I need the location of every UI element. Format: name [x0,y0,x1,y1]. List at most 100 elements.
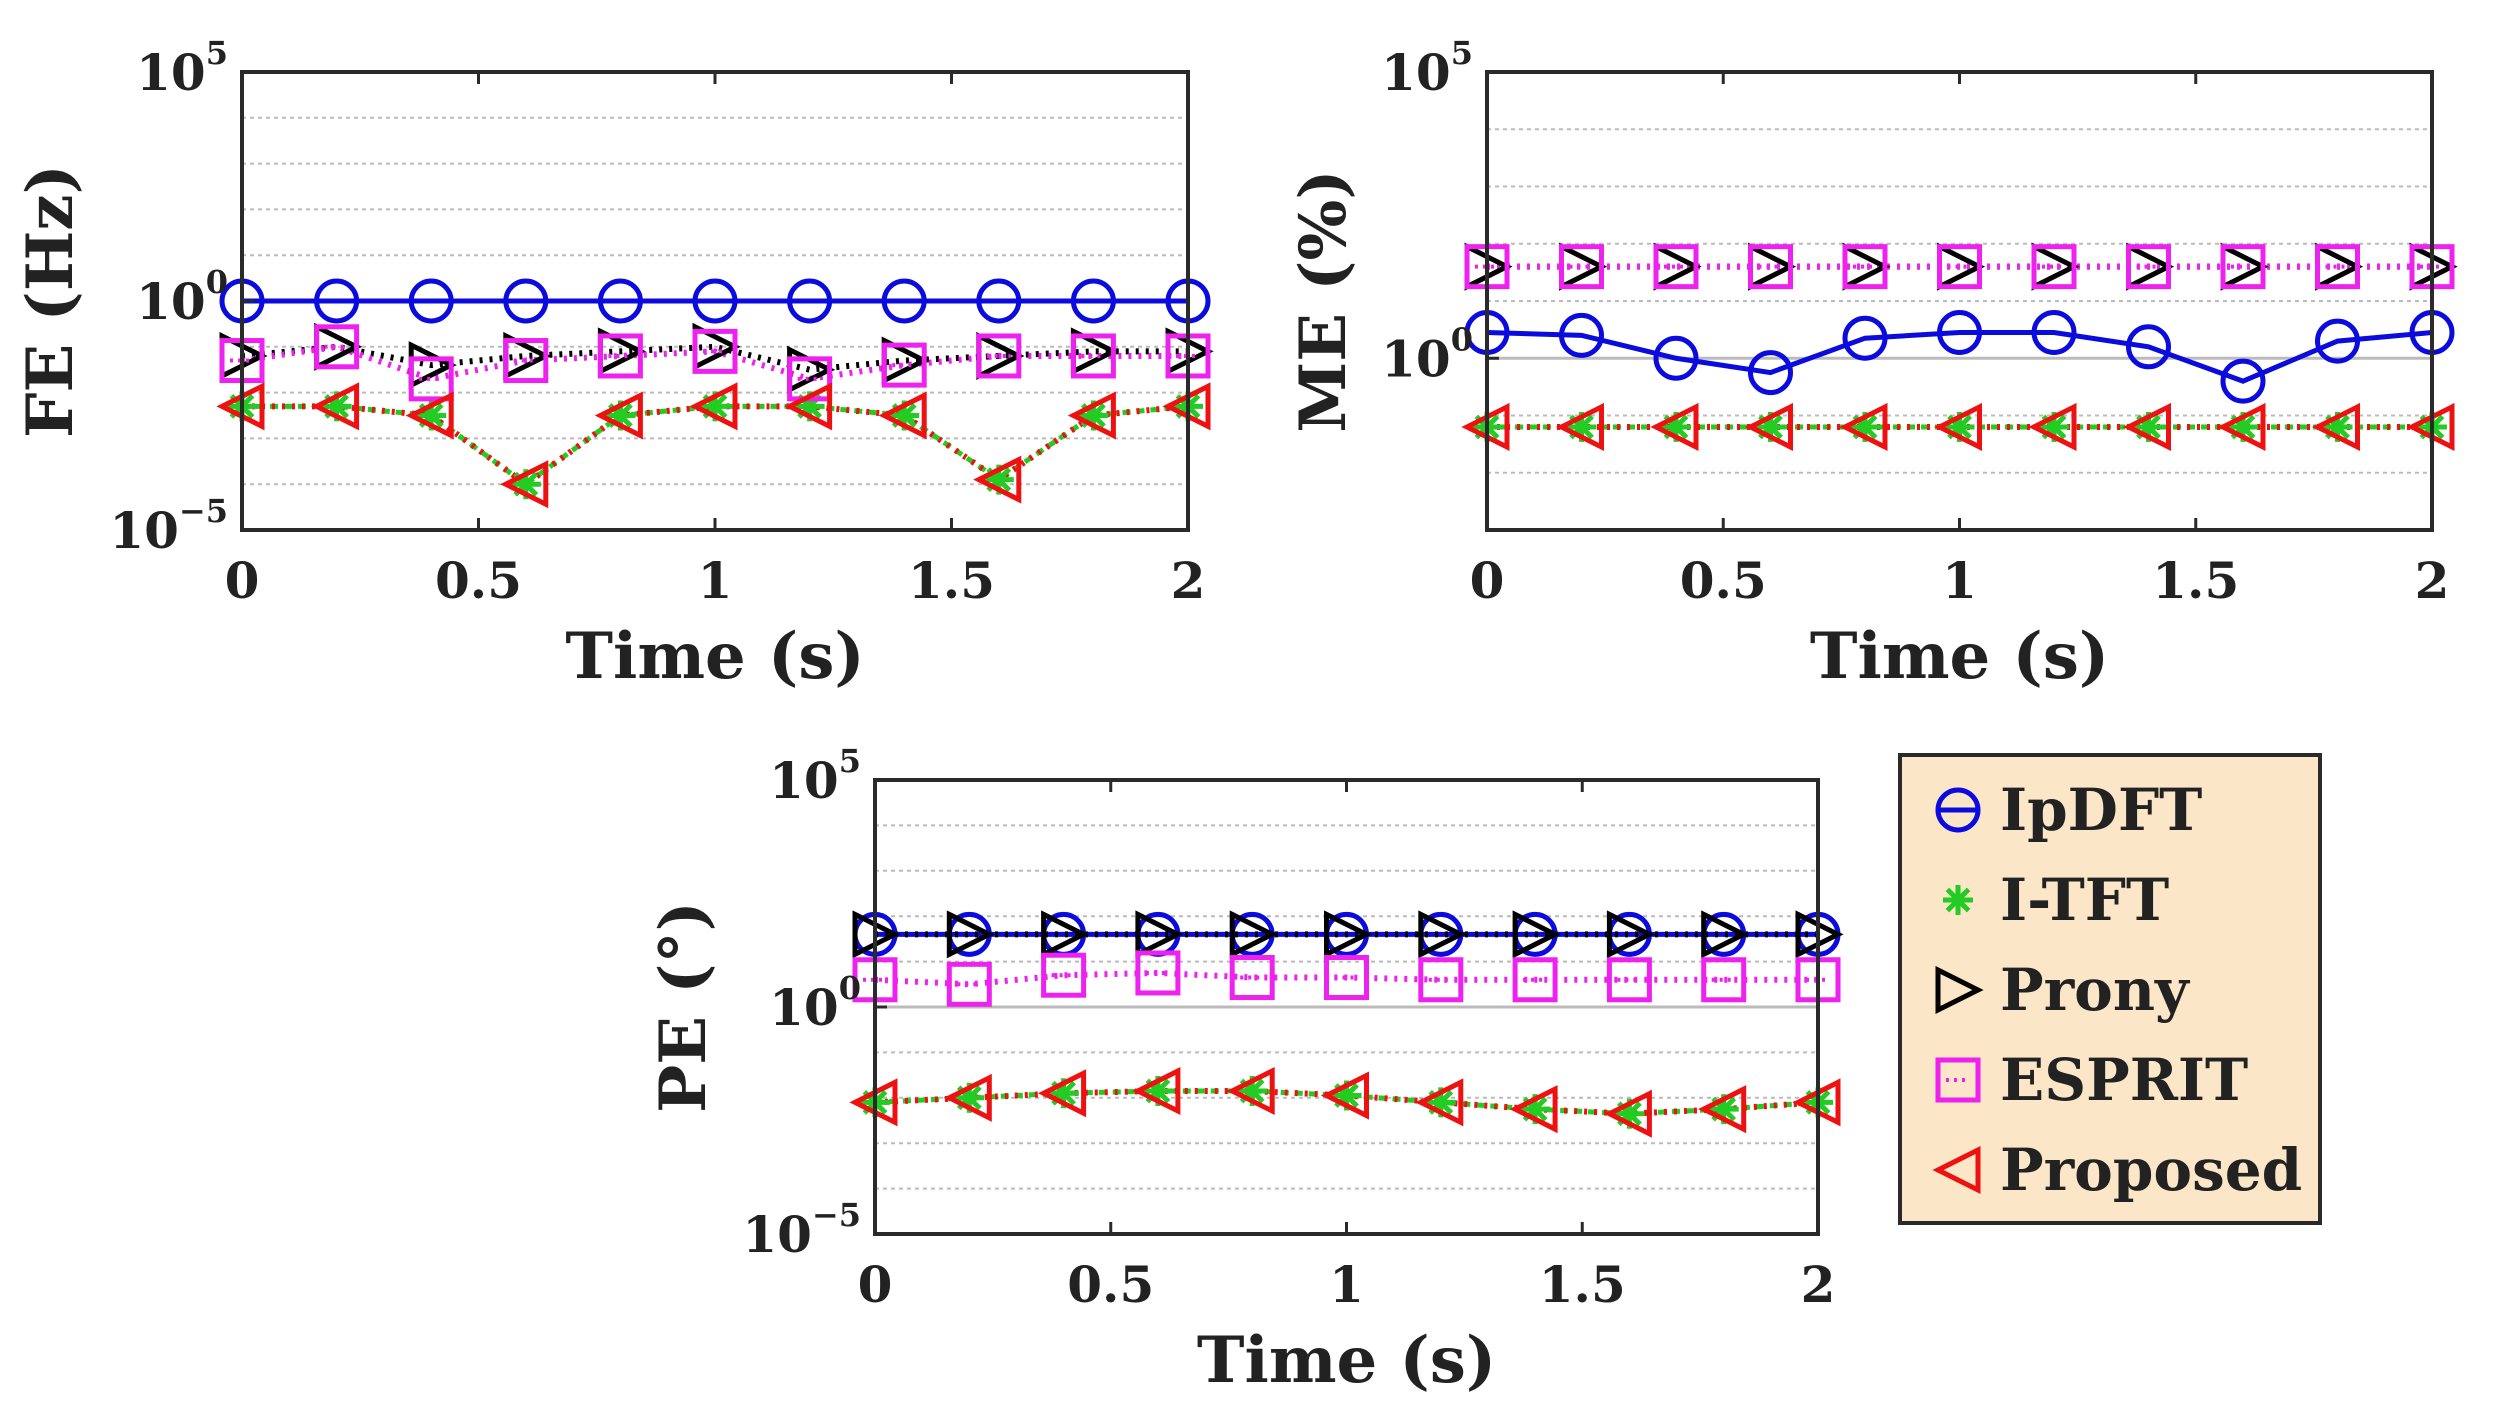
pe-xtick-label: 0.5 [1067,1255,1154,1314]
legend-label-itft: I-TFT [2000,866,2169,934]
me-point-esprit [1842,244,1888,290]
legend-markers [1932,787,1984,1195]
pe-series [849,910,1844,1138]
pe-point-prony [1418,910,1467,959]
legend: IpDFT I-TFT Prony ESPRIT Proposed [1898,753,2322,1225]
pe-point-proposed [1132,1066,1181,1116]
me-ytick-label: 100 [1381,320,1473,388]
me-point-esprit [2031,244,2077,290]
fe-point-esprit [408,356,454,402]
me-xtick-label: 1.5 [2152,551,2239,610]
me-xtick-label: 1 [1942,551,1977,610]
legend-marker-prony [1935,965,1984,1015]
pe-point-prony [1606,910,1655,959]
pe-point-esprit [1418,957,1464,1003]
pe-line-itft [874,1088,1819,1117]
me-point-ipdft [2031,309,2077,355]
pe-xtick-label: 2 [1801,1255,1836,1314]
me-point-proposed [2217,402,2266,451]
legend-box [1898,753,2322,1225]
me-point-esprit [1937,244,1982,290]
pe-ytick-label: 100 [769,969,861,1037]
fe-point-ipdft [503,278,549,324]
fe-point-proposed [973,455,1022,504]
pe-point-esprit [1701,957,1747,1003]
pe-point-esprit [1041,952,1087,998]
me-ytick-label: 105 [1381,34,1473,102]
me-point-esprit [2126,244,2171,290]
legend-label-ipdft: IpDFT [2000,776,2202,844]
me-point-esprit [2220,244,2266,290]
pe-line-esprit [874,969,1818,988]
me-point-ipdft [1842,315,1888,361]
me-point-ipdft [1937,309,1982,355]
pe-point-esprit [946,961,992,1007]
me-point-ipdft [1653,335,1699,381]
pe-chart: 0 0.5 1 1.5 2 10−5 100 105 Time (s) PE (°) [646,742,1844,1398]
me-xtick-label: 0.5 [1680,551,1767,610]
pe-xtick-label: 1 [1329,1255,1364,1314]
pe-point-proposed [1226,1066,1275,1116]
me-xlabel: Time (s) [1810,619,2109,694]
fe-ylabel: FE (Hz) [13,164,88,438]
pe-point-proposed [1415,1078,1464,1127]
legend-marker-itft [1943,885,1973,915]
legend-marker-proposed [1932,1145,1981,1195]
fe-point-proposed [594,391,643,440]
pe-point-prony [1701,910,1750,959]
me-point-ipdft [1559,312,1604,358]
pe-xlabel: Time (s) [1197,1323,1496,1398]
me-xtick-label: 2 [2415,551,2450,610]
me-point-proposed [1744,402,1793,451]
pe-point-proposed [1603,1089,1652,1138]
fe-point-ipdft [976,278,1022,324]
fe-point-proposed [1067,391,1116,440]
pe-point-proposed [943,1073,992,1122]
pe-point-esprit [1135,950,1181,996]
me-xtick-label: 0 [1470,551,1505,610]
fe-point-ipdft [314,278,360,324]
fe-point-esprit [503,338,549,384]
me-point-ipdft [1748,350,1793,396]
legend-label-prony: Prony [2000,956,2191,1024]
me-point-proposed [2311,402,2360,451]
fe-point-ipdft [408,278,454,324]
pe-point-prony [946,910,995,959]
fe-point-ipdft [787,278,833,324]
pe-point-prony [1512,910,1561,959]
me-point-esprit [1748,244,1793,290]
me-point-proposed [1839,402,1888,451]
fe-xtick-label: 0.5 [435,551,522,610]
me-point-ipdft [2315,318,2360,364]
pe-point-prony [1324,910,1373,959]
pe-xtick-label: 1.5 [1539,1255,1626,1314]
legend-marker-esprit [1935,1057,1981,1103]
me-point-proposed [2122,402,2171,451]
fe-point-ipdft [692,278,738,324]
me-point-proposed [1933,402,1982,451]
legend-marker-ipdft [1935,787,1981,833]
me-chart: 0 0.5 1 1.5 2 100 105 Time (s) ME (%) [1286,34,2458,694]
pe-point-proposed [1320,1071,1369,1120]
pe-xtick-label: 0 [858,1255,893,1314]
fe-point-esprit [692,328,738,374]
fe-point-proposed [311,382,360,431]
fe-point-esprit [314,324,360,370]
pe-point-prony [1135,910,1184,959]
pe-point-esprit [1229,954,1275,1000]
fe-point-proposed [500,460,549,509]
fe-xtick-label: 1.5 [908,551,995,610]
me-point-esprit [1559,244,1604,290]
fe-point-proposed [405,391,454,440]
pe-ytick-label: 105 [769,742,861,810]
fe-xtick-label: 2 [1171,551,1206,610]
me-line-ipdft [1486,329,2433,384]
pe-point-prony [1041,910,1090,959]
fe-chart: 0 0.5 1 1.5 2 10−5 100 105 Time (s) FE (Hz) [13,34,1214,694]
fe-point-esprit [881,342,927,388]
fe-point-proposed [878,391,927,440]
pe-ytick-label: 10−5 [742,1196,861,1264]
me-point-proposed [1555,402,1604,451]
fe-point-ipdft [597,278,643,324]
fe-ytick-label: 10−5 [109,492,228,560]
